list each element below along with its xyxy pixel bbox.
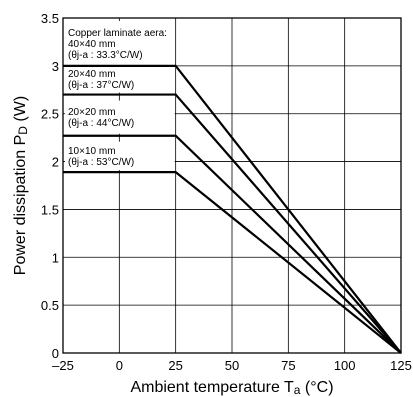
y-tick-label: 1 [52, 250, 59, 265]
annotation-background [65, 141, 175, 171]
x-axis-label-main: Ambient temperature T [130, 379, 294, 396]
derating-line [63, 64, 402, 354]
y-tick-label: 0.5 [41, 298, 59, 313]
x-tick-label: 0 [116, 358, 123, 373]
y-tick-labels: 0 0.5 1 1.5 2 2.5 3 3.5 [41, 11, 59, 361]
x-tick-label: 100 [334, 358, 356, 373]
annotation-background [65, 21, 175, 66]
annotation-block: 20×40 mm(θj-a : 37°C/W) [65, 65, 175, 93]
annotation-text: 40×40 mm [68, 39, 116, 50]
annotation-text: (θj-a : 53°C/W) [68, 157, 134, 168]
x-tick-label: 75 [281, 358, 295, 373]
y-tick-label: 2 [52, 155, 59, 170]
annotation-block: Copper laminate aera:40×40 mm(θj-a : 33.… [65, 21, 175, 66]
x-axis-label-sub: a [294, 383, 301, 397]
annotation-text: 20×20 mm [68, 107, 116, 118]
annotation-text: 10×10 mm [68, 146, 116, 157]
y-tick-label: 3.5 [41, 11, 59, 26]
annotation-text: (θj-a : 37°C/W) [68, 80, 134, 91]
x-axis-label-unit: (°C) [300, 379, 333, 396]
y-tick-label: 3 [52, 59, 59, 74]
x-tick-labels: –25 0 25 50 75 100 125 [52, 358, 412, 373]
x-axis-label: Ambient temperature Ta (°C) [130, 379, 333, 397]
x-tick-label: 25 [168, 358, 182, 373]
annotation-block: 10×10 mm(θj-a : 53°C/W) [65, 141, 175, 171]
annotation-text: (θj-a : 33.3°C/W) [68, 50, 143, 61]
y-axis-label: Power dissipation PD (W) [12, 96, 30, 275]
y-axis-label-unit: (W) [12, 96, 29, 126]
y-axis-label-main: Power dissipation P [12, 135, 29, 276]
annotation-background [65, 100, 175, 134]
x-tick-label: –25 [52, 358, 74, 373]
annotation-text: Copper laminate aera: [68, 28, 167, 39]
annotation-block: 20×20 mm(θj-a : 44°C/W) [65, 100, 175, 134]
derating-line [63, 93, 402, 354]
annotations: Copper laminate aera:40×40 mm(θj-a : 33.… [65, 21, 175, 171]
annotation-background [65, 65, 175, 93]
x-tick-label: 125 [390, 358, 412, 373]
y-axis-label-sub: D [16, 126, 30, 135]
x-tick-label: 50 [225, 358, 239, 373]
annotation-text: (θj-a : 44°C/W) [68, 118, 134, 129]
derating-line [63, 134, 402, 354]
y-tick-label: 2.5 [41, 107, 59, 122]
y-tick-label: 1.5 [41, 202, 59, 217]
plot-frame [62, 17, 402, 354]
series-lines [63, 64, 402, 354]
annotation-text: 20×40 mm [68, 69, 116, 80]
y-tick-label: 0 [52, 346, 59, 361]
derating-line [63, 171, 402, 354]
